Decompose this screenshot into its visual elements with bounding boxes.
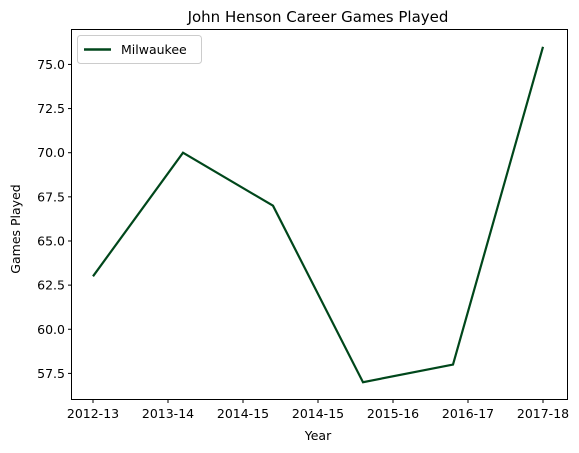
series-line-milwaukee xyxy=(92,46,545,384)
legend: Milwaukee xyxy=(77,35,202,64)
y-tick-label: 70.0 xyxy=(37,145,65,160)
x-tick-label: 2014-15 xyxy=(217,406,269,421)
legend-entry-label: Milwaukee xyxy=(121,42,187,57)
x-tick-label: 2014-15 xyxy=(292,406,344,421)
y-axis-label: Games Played xyxy=(8,184,23,273)
x-tick-label: 2015-16 xyxy=(367,406,419,421)
y-tick-label: 57.5 xyxy=(37,366,65,381)
x-tick-label: 2012-13 xyxy=(67,406,119,421)
legend-box xyxy=(77,35,202,64)
y-tick-label: 67.5 xyxy=(37,189,65,204)
y-tick-label: 65.0 xyxy=(37,233,65,248)
x-axis: 2012-13 2013-14 2014-15 2014-15 2015-16 2016-… xyxy=(67,399,569,421)
series-layer xyxy=(92,46,545,384)
y-tick-label: 75.0 xyxy=(37,57,65,72)
x-axis-label: Year xyxy=(304,428,332,443)
y-axis: 57.5 60.0 62.5 65.0 67.5 70.0 72.5 75.0 xyxy=(37,57,72,381)
y-tick-label: 72.5 xyxy=(37,101,65,116)
y-tick-label: 60.0 xyxy=(37,322,65,337)
chart-title: John Henson Career Games Played xyxy=(187,8,449,26)
x-tick-label: 2017-18 xyxy=(517,406,569,421)
y-tick-label: 62.5 xyxy=(37,278,65,293)
plot-area xyxy=(71,29,568,400)
x-tick-label: 2016-17 xyxy=(442,406,494,421)
x-tick-label: 2013-14 xyxy=(142,406,194,421)
